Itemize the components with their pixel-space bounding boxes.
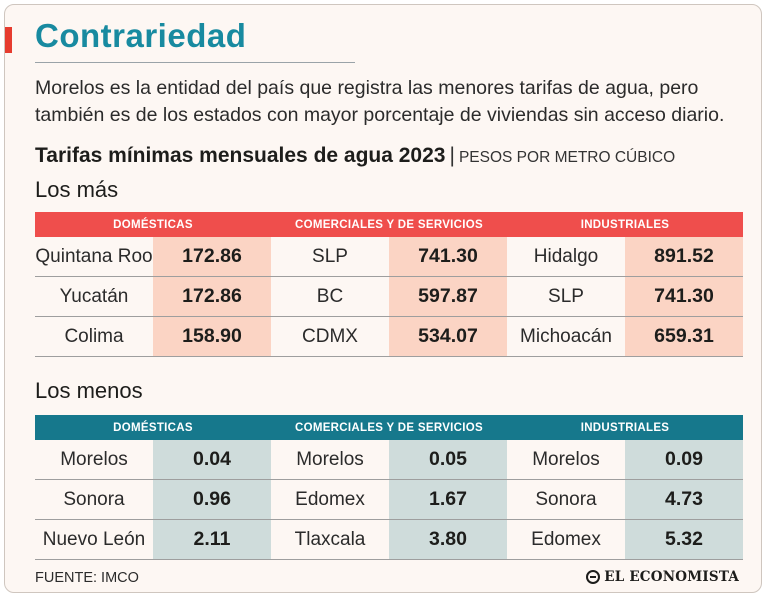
tariff-value: 1.67 [389,480,507,519]
state-name: Nuevo León [42,528,146,550]
state-name: Tlaxcala [294,528,366,550]
tariff-value: 597.87 [389,277,507,316]
state-name: SLP [312,245,348,267]
state-name: Sonora [63,488,125,510]
tariff-value: 172.86 [153,277,271,316]
tariff-value: 5.32 [625,520,743,559]
state-name: Michoacán [520,325,612,347]
section-label-menos: Los menos [35,378,143,403]
state-name: Edomex [295,488,365,510]
tariff-value: 172.86 [153,237,271,276]
table-header: DOMÉSTICAS COMERCIALES Y DE SERVICIOS INDU… [35,415,743,440]
tariff-value: 891.52 [625,237,743,276]
state-name: Morelos [532,448,600,470]
state-name: CDMX [302,325,358,347]
chart-heading: Tarifas mínimas mensuales de agua 2023 | P… [35,144,675,168]
section-label-mas: Los más [35,177,119,202]
state-name: SLP [548,285,584,307]
column-header: DOMÉSTICAS [113,218,193,231]
column-header: INDUSTRIALES [580,421,670,434]
table-row: Yucatán 172.86 BC 597.87 SLP 741.30 [35,277,743,317]
column-header: DOMÉSTICAS [113,421,193,434]
tariff-value: 659.31 [625,317,743,356]
tariff-value: 741.30 [389,237,507,276]
heading-separator: | [449,144,455,167]
state-name: Sonora [535,488,597,510]
tariff-value: 158.90 [153,317,271,356]
state-name: Quintana Roo [35,245,153,267]
state-name: Yucatán [59,285,129,307]
intro-text: Morelos es la entidad del país que regis… [35,77,725,126]
table-los-menos: DOMÉSTICAS COMERCIALES Y DE SERVICIOS INDU… [35,415,743,560]
state-name: Edomex [531,528,601,550]
state-name: Morelos [296,448,364,470]
tariff-value: 0.96 [153,480,271,519]
tariff-value: 534.07 [389,317,507,356]
table-header: DOMÉSTICAS COMERCIALES Y DE SERVICIOS INDU… [35,212,743,237]
table-row: Sonora 0.96 Edomex 1.67 Sonora 4.73 [35,480,743,520]
tariff-value: 741.30 [625,277,743,316]
table-row: Morelos 0.04 Morelos 0.05 Morelos 0.09 [35,440,743,480]
state-name: BC [316,285,344,307]
state-name: Colima [64,325,124,347]
table-row: Quintana Roo 172.86 SLP 741.30 Hidalgo 891.52 [35,237,743,277]
tariff-value: 2.11 [153,520,271,559]
state-name: Hidalgo [533,245,599,267]
tariff-value: 0.04 [153,440,271,479]
state-name: Morelos [60,448,128,470]
logo-text: EL ECONOMISTA [604,569,739,585]
source-note: FUENTE: IMCO [35,570,139,586]
tariff-value: 3.80 [389,520,507,559]
column-header: COMERCIALES Y DE SERVICIOS [294,218,483,231]
tariff-value: 4.73 [625,480,743,519]
table-los-mas: DOMÉSTICAS COMERCIALES Y DE SERVICIOS INDU… [35,212,743,357]
title-accent-bar [5,27,12,53]
title-underline [35,62,355,63]
page-title: Contrariedad [35,17,247,54]
table-row: Colima 158.90 CDMX 534.07 Michoacán 659.31 [35,317,743,357]
column-header: COMERCIALES Y DE SERVICIOS [294,421,483,434]
tariff-value: 0.05 [389,440,507,479]
unit-label: PESOS POR METRO CÚBICO [458,149,676,166]
el-economista-logo: EL ECONOMISTA [586,569,739,585]
el-economista-logo-icon [586,570,601,584]
chart-title: Tarifas mínimas mensuales de agua 2023 [35,144,446,167]
column-header: INDUSTRIALES [580,218,670,231]
infographic-card: Contrariedad Morelos es la entidad del p… [4,4,762,593]
table-row: Nuevo León 2.11 Tlaxcala 3.80 Edomex 5.32 [35,520,743,560]
tariff-value: 0.09 [625,440,743,479]
